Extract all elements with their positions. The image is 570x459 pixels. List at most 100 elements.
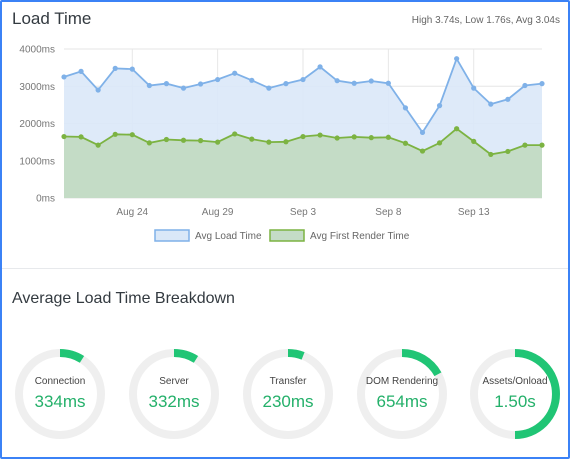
- gauge-arc: [287, 349, 305, 360]
- legend-label-load: Avg Load Time: [195, 231, 262, 242]
- legend-swatch-load: [154, 229, 190, 242]
- gauge-assets-onload[interactable]: Assets/Onload 1.50s: [469, 348, 561, 440]
- data-point-load: [419, 129, 426, 136]
- gauge-label: Assets/Onload: [482, 376, 548, 387]
- data-point-load: [61, 74, 67, 80]
- gauge-arc: [401, 349, 442, 377]
- data-point-load: [95, 87, 101, 93]
- data-point-render: [61, 133, 67, 140]
- data-point-load: [163, 81, 170, 87]
- x-tick-label: Aug 29: [202, 207, 234, 218]
- gauge-ring: [129, 349, 219, 439]
- data-point-load: [180, 85, 187, 91]
- data-point-load: [488, 101, 494, 107]
- data-point-render: [402, 140, 409, 146]
- data-point-render: [317, 132, 323, 138]
- data-point-load: [402, 105, 409, 111]
- x-tick-label: Aug 24: [116, 207, 148, 218]
- data-point-render: [471, 138, 477, 144]
- data-point-render: [112, 131, 118, 137]
- data-point-render: [436, 140, 443, 146]
- x-tick-label: Sep 3: [290, 207, 317, 218]
- y-tick-label: 3000ms: [19, 82, 55, 93]
- series-area-render: [64, 128, 542, 198]
- data-point-render: [539, 142, 545, 148]
- data-point-render: [146, 140, 152, 146]
- data-point-load: [539, 81, 545, 87]
- gauge-ring: [15, 349, 105, 439]
- data-point-load: [351, 80, 357, 86]
- y-tick-label: 0ms: [36, 194, 55, 205]
- data-point-load: [522, 82, 528, 89]
- data-point-load: [249, 77, 255, 83]
- breakdown-panel: Average Load Time Breakdown Connection 3…: [2, 270, 568, 457]
- data-point-render: [522, 142, 528, 148]
- data-point-render: [283, 139, 289, 145]
- legend-label-render: Avg First Render Time: [310, 231, 410, 242]
- data-point-load: [129, 66, 135, 72]
- load-time-stats: High 3.74s, Low 1.76s, Avg 3.04s: [411, 15, 560, 26]
- data-point-load: [454, 56, 460, 62]
- data-point-render: [249, 136, 255, 142]
- data-point-render: [385, 134, 391, 140]
- data-point-load: [317, 64, 323, 70]
- panel-title: Load Time: [12, 9, 92, 28]
- gauge-dom-rendering[interactable]: DOM Rendering 654ms: [356, 348, 448, 440]
- data-point-load: [266, 85, 272, 91]
- data-point-render: [300, 133, 306, 140]
- data-point-load: [436, 103, 443, 109]
- data-point-load: [146, 82, 152, 89]
- data-point-render: [95, 142, 101, 148]
- data-point-load: [232, 70, 238, 76]
- gauge-value: 334ms: [34, 392, 86, 411]
- y-tick-label: 1000ms: [19, 156, 55, 167]
- section-divider: [2, 268, 568, 269]
- data-point-load: [112, 65, 118, 71]
- data-point-load: [334, 78, 340, 84]
- gauge-arc: [514, 349, 560, 439]
- gauge-arc: [59, 349, 85, 363]
- data-point-render: [419, 148, 426, 154]
- gauge-transfer[interactable]: Transfer 230ms: [242, 348, 334, 440]
- load-time-panel: Load Time High 3.74s, Low 1.76s, Avg 3.0…: [2, 2, 568, 267]
- data-point-load: [368, 78, 374, 84]
- data-point-render: [505, 148, 511, 155]
- data-point-load: [471, 85, 477, 91]
- gauge-value: 332ms: [148, 392, 200, 411]
- data-point-render: [454, 126, 460, 132]
- data-point-load: [215, 76, 221, 83]
- y-tick-label: 4000ms: [19, 45, 55, 56]
- gauge-value: 230ms: [262, 392, 314, 411]
- gauge-server[interactable]: Server 332ms: [128, 348, 220, 440]
- data-point-render: [163, 136, 170, 143]
- legend-swatch-render: [269, 229, 305, 242]
- data-point-load: [78, 68, 84, 74]
- data-point-render: [368, 135, 374, 141]
- gauge-value: 1.50s: [494, 392, 536, 411]
- gauge-connection[interactable]: Connection 334ms: [14, 348, 106, 440]
- breakdown-gauges: Connection 334ms Server 332ms Transfer 2…: [2, 348, 568, 440]
- gauge-ring: [470, 349, 560, 439]
- gauge-label: Transfer: [269, 376, 307, 387]
- data-point-load: [283, 81, 289, 87]
- data-point-load: [385, 80, 391, 86]
- gauge-arc: [173, 349, 199, 363]
- gauge-label: Connection: [34, 376, 86, 387]
- data-point-render: [78, 134, 84, 140]
- data-point-render: [266, 139, 272, 145]
- gauge-label: DOM Rendering: [365, 376, 439, 387]
- data-point-load: [300, 76, 306, 83]
- gauge-value: 654ms: [376, 392, 428, 411]
- gauge-ring: [357, 349, 447, 439]
- x-tick-label: Sep 13: [458, 207, 490, 218]
- breakdown-title: Average Load Time Breakdown: [12, 290, 235, 307]
- data-point-render: [197, 138, 204, 144]
- data-point-render: [351, 134, 357, 140]
- data-point-render: [129, 132, 135, 138]
- gauge-ring: [243, 349, 333, 439]
- data-point-load: [197, 81, 204, 87]
- chart-legend: Avg Load Time Avg First Render Time: [154, 229, 410, 242]
- load-time-chart[interactable]: 0ms 1000ms 2000ms 3000ms 4000ms Aug 24 Aug 29 S…: [2, 32, 568, 252]
- data-point-render: [180, 137, 187, 143]
